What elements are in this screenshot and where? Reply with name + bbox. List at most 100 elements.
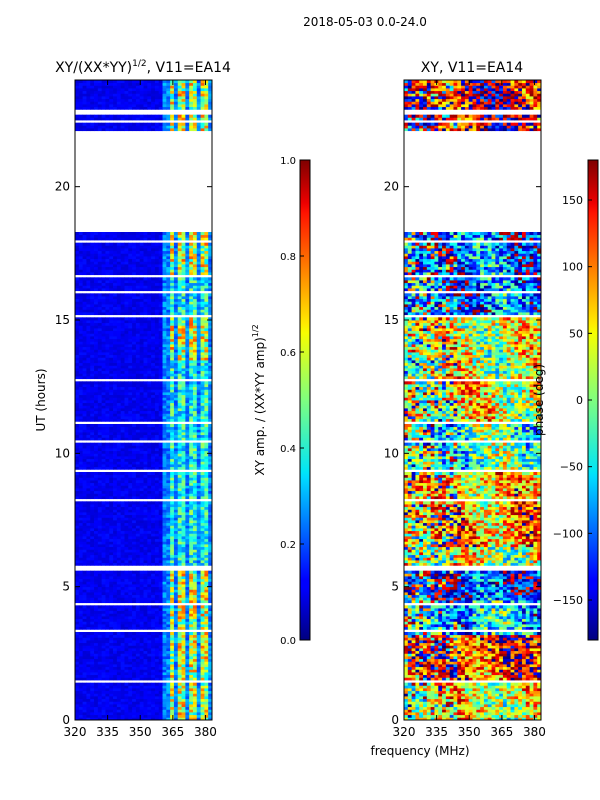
amplitude-cell (181, 341, 186, 345)
amplitude-cell (143, 634, 148, 638)
amplitude-cell (200, 445, 205, 449)
amplitude-cell (116, 490, 122, 494)
amplitude-cell (132, 597, 137, 601)
amplitude-cell (177, 618, 182, 622)
amplitude-cell (192, 578, 198, 582)
amplitude-cell (120, 445, 125, 449)
amplitude-cell (162, 512, 167, 516)
amplitude-cell (113, 640, 118, 644)
amplitude-cell (113, 357, 118, 361)
amplitude-cell (173, 464, 179, 468)
amplitude-cell (75, 530, 80, 534)
amplitude-cell (177, 416, 182, 420)
amplitude-cell (147, 656, 152, 660)
amplitude-cell (170, 530, 175, 534)
amplitude-cell (170, 544, 175, 548)
amplitude-cell (151, 584, 156, 588)
amplitude-cell (154, 362, 160, 366)
amplitude-cell (170, 570, 175, 574)
amplitude-cell (97, 352, 103, 356)
amplitude-cell (200, 589, 205, 593)
amplitude-cell (120, 637, 125, 641)
amplitude-cell (124, 346, 129, 350)
amplitude-cell (200, 517, 205, 521)
amplitude-cell (158, 610, 163, 614)
amplitude-cell (189, 701, 194, 705)
amplitude-cell (90, 717, 95, 721)
amplitude-cell (124, 456, 129, 460)
amplitude-cell (105, 544, 110, 548)
amplitude-cell (170, 400, 175, 404)
amplitude-cell (143, 576, 148, 580)
amplitude-cell (208, 336, 213, 340)
amplitude-cell (75, 605, 80, 609)
amplitude-cell (143, 477, 148, 481)
amplitude-cell (173, 370, 179, 374)
amplitude-cell (170, 360, 175, 364)
amplitude-cell (143, 669, 148, 673)
amplitude-cell (162, 581, 167, 585)
amplitude-cell (113, 477, 118, 481)
amplitude-cell (128, 605, 133, 609)
amplitude-cell (82, 616, 87, 620)
amplitude-cell (94, 322, 99, 326)
amplitude-cell (143, 328, 148, 332)
amplitude-cell (113, 554, 118, 558)
amplitude-cell (86, 336, 91, 340)
amplitude-cell (147, 437, 152, 441)
amplitude-cell (173, 346, 179, 350)
amplitude-cell (120, 594, 125, 598)
amplitude-cell (101, 648, 106, 652)
amplitude-cell (139, 456, 144, 460)
amplitude-cell (196, 546, 201, 550)
amplitude-cell (166, 384, 171, 388)
amplitude-cell (181, 360, 186, 364)
amplitude-cell (124, 354, 129, 358)
amplitude-cell (162, 706, 167, 710)
amplitude-cell (101, 472, 106, 476)
amplitude-cell (147, 589, 152, 593)
amplitude-cell (170, 613, 175, 617)
amplitude-cell (208, 496, 213, 500)
amplitude-cell (151, 626, 156, 630)
amplitude-cell (208, 426, 213, 430)
amplitude-cell (124, 370, 129, 374)
amplitude-cell (113, 461, 118, 465)
amplitude-cell (181, 621, 186, 625)
amplitude-cell (200, 704, 205, 708)
amplitude-cell (208, 408, 213, 412)
amplitude-cell (170, 368, 175, 372)
amplitude-cell (132, 618, 137, 622)
amplitude-cell (113, 400, 118, 404)
amplitude-cell (78, 677, 84, 681)
amplitude-cell (124, 434, 129, 438)
amplitude-cell (128, 514, 133, 518)
amplitude-cell (82, 413, 87, 417)
amplitude-cell (162, 616, 167, 620)
amplitude-cell (139, 514, 144, 518)
amplitude-cell (154, 325, 160, 329)
amplitude-cell (204, 357, 209, 361)
amplitude-cell (173, 408, 179, 412)
amplitude-cell (147, 360, 152, 364)
amplitude-cell (162, 405, 167, 409)
amplitude-cell (113, 405, 118, 409)
amplitude-cell (94, 480, 99, 484)
amplitude-cell (135, 658, 141, 662)
amplitude-cell (147, 512, 152, 516)
amplitude-cell (158, 560, 163, 564)
amplitude-cell (78, 344, 84, 348)
amplitude-cell (94, 458, 99, 462)
amplitude-cell (166, 386, 171, 390)
amplitude-cell (75, 682, 80, 686)
amplitude-cell (86, 634, 91, 638)
amplitude-cell (78, 368, 84, 372)
amplitude-cell (162, 664, 167, 668)
amplitude-cell (128, 650, 133, 654)
amplitude-cell (113, 533, 118, 537)
amplitude-cell (116, 466, 122, 470)
amplitude-cell (154, 341, 160, 345)
amplitude-cell (82, 610, 87, 614)
amplitude-cell (86, 549, 91, 553)
amplitude-cell (135, 685, 141, 689)
